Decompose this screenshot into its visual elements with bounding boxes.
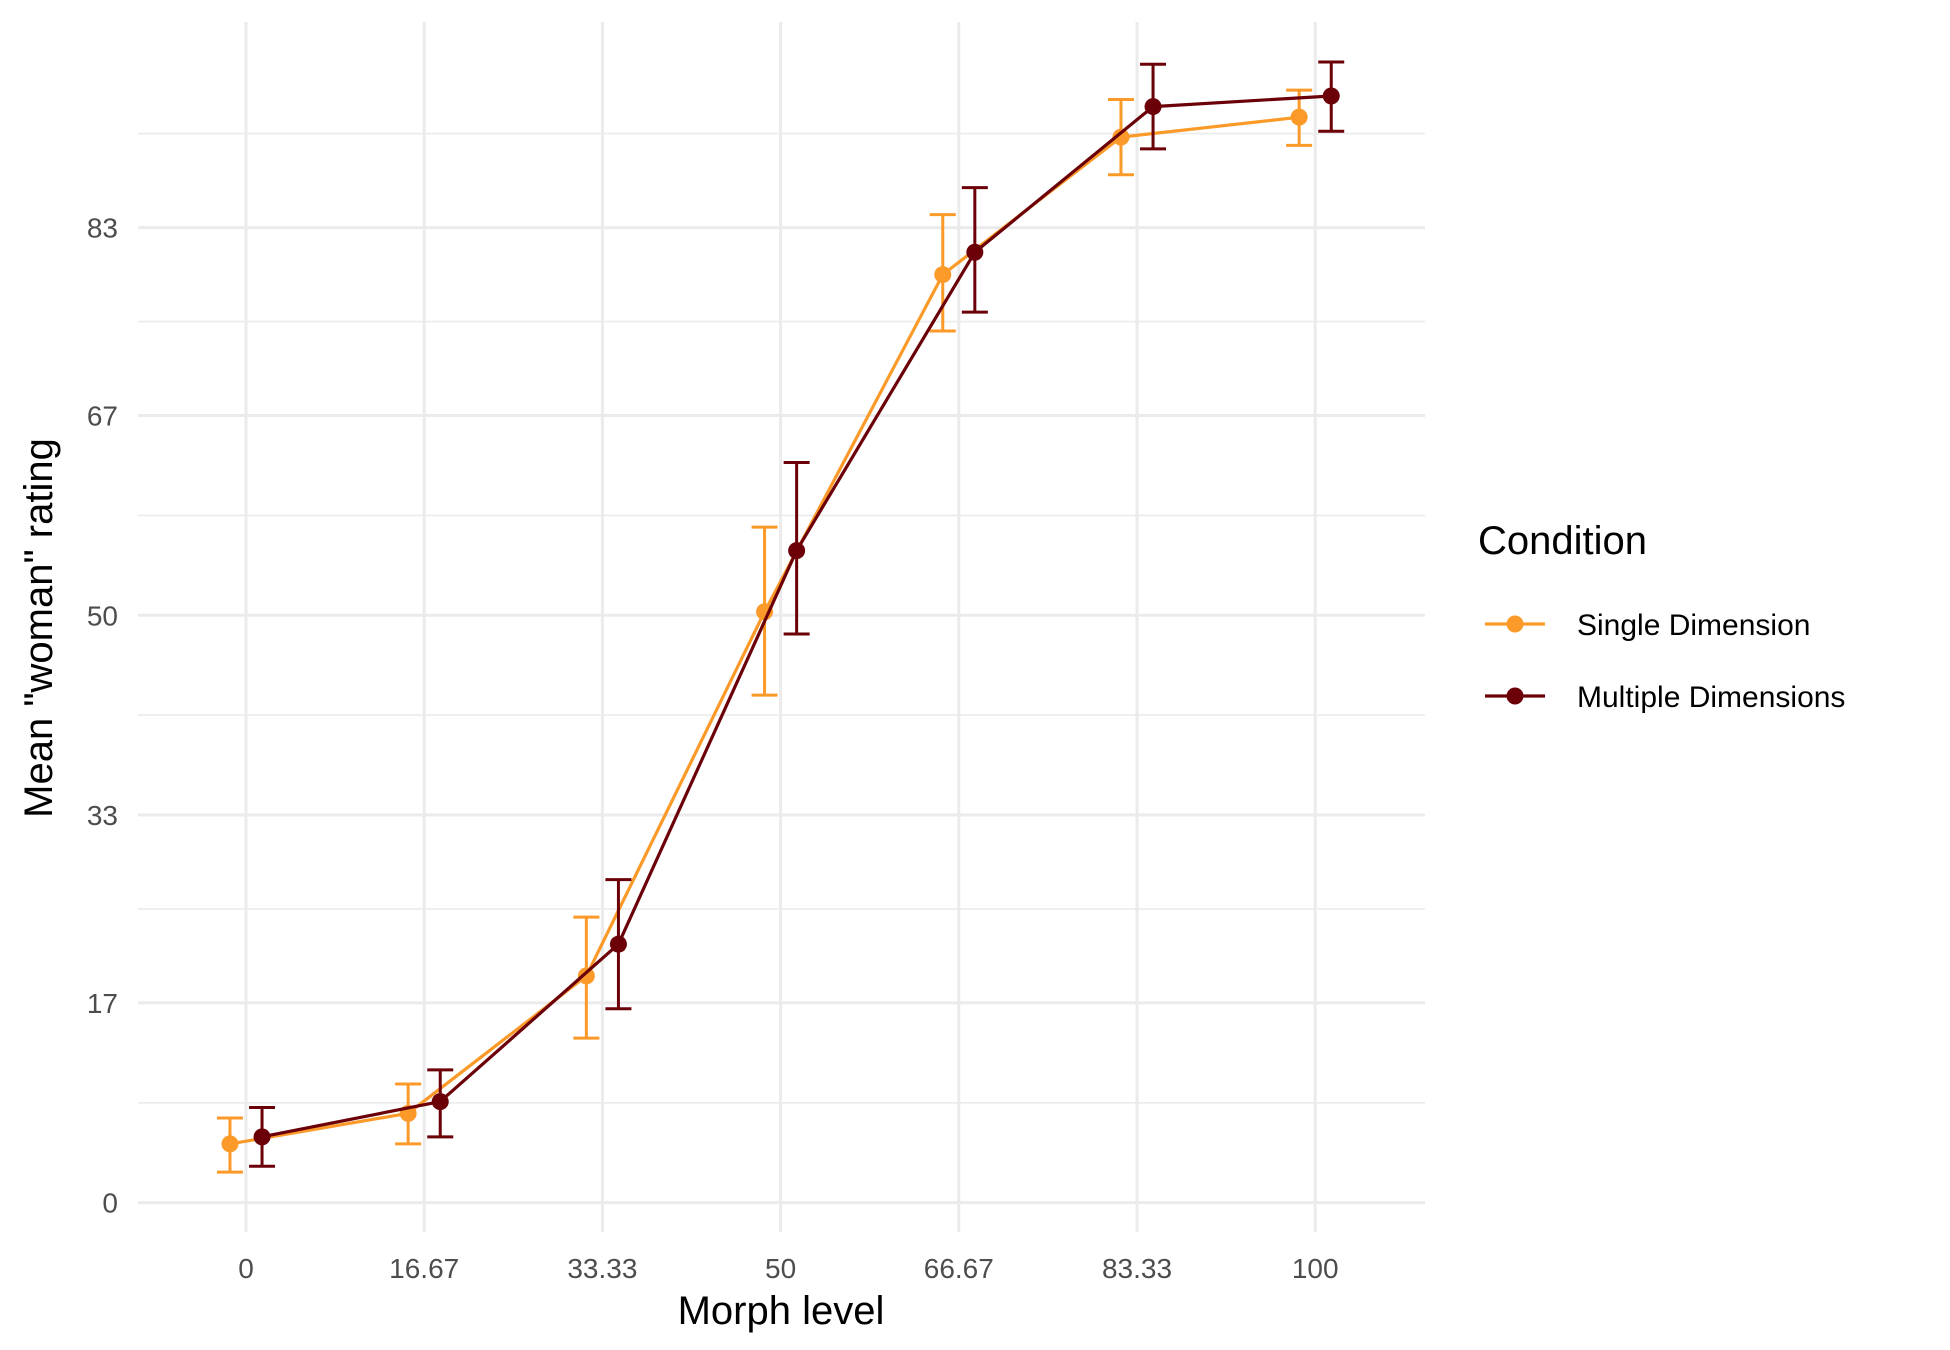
data-point: [253, 1128, 271, 1146]
legend-key-point: [1506, 687, 1524, 705]
x-tick-label: 33.33: [567, 1253, 637, 1284]
data-point: [609, 935, 627, 953]
data-point: [934, 266, 952, 284]
x-tick-label: 83.33: [1102, 1253, 1172, 1284]
data-point: [966, 243, 984, 261]
data-point: [577, 967, 595, 985]
legend-item: Single Dimension: [1485, 609, 1810, 642]
data-point: [1144, 98, 1162, 116]
data-point: [788, 542, 806, 560]
y-tick-label: 0: [102, 1188, 118, 1219]
y-axis-title: Mean "woman" rating: [17, 438, 61, 818]
x-tick-label: 66.67: [924, 1253, 994, 1284]
data-point: [1322, 87, 1340, 105]
data-point: [1112, 128, 1130, 146]
legend: Condition Single Dimension Multiple Dimen…: [1478, 519, 1845, 714]
legend-label: Multiple Dimensions: [1577, 681, 1845, 714]
x-tick-label: 0: [238, 1253, 254, 1284]
data-series: [216, 60, 1345, 1174]
x-tick-label: 16.67: [389, 1253, 459, 1284]
x-tick-label: 100: [1292, 1253, 1339, 1284]
y-tick-label: 17: [87, 988, 118, 1019]
series-multiple-dimensions: [249, 60, 1345, 1168]
data-point: [431, 1093, 449, 1111]
series-single-dimension: [216, 88, 1313, 1174]
legend-item: Multiple Dimensions: [1485, 681, 1845, 714]
axes: 0 17 33 50 67 83 0 16.67 33.33 50 66.67 83.33 100: [87, 213, 1339, 1284]
legend-title: Condition: [1478, 519, 1647, 563]
x-tick-label: 50: [765, 1253, 796, 1284]
y-tick-label: 83: [87, 213, 118, 244]
legend-items: Single Dimension Multiple Dimensions: [1485, 609, 1845, 714]
y-tick-label: 50: [87, 600, 118, 631]
legend-label: Single Dimension: [1577, 609, 1810, 642]
data-point: [221, 1135, 239, 1153]
y-tick-label: 67: [87, 401, 118, 432]
data-point: [756, 603, 774, 621]
legend-key-point: [1506, 615, 1524, 633]
data-point: [1290, 108, 1308, 126]
y-tick-label: 33: [87, 800, 118, 831]
x-axis-title: Morph level: [678, 1289, 885, 1333]
grid-lines: [138, 22, 1425, 1232]
